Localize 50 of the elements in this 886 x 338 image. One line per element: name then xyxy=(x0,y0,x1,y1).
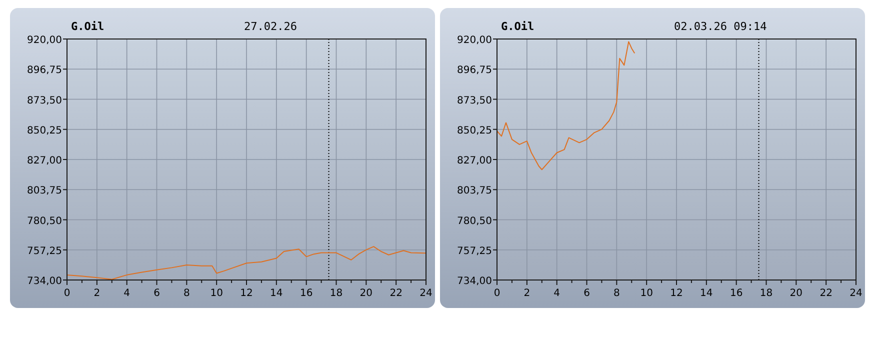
y-tick-label: 873,50 xyxy=(27,95,62,106)
y-tick-label: 780,50 xyxy=(457,216,492,227)
y-tick-label: 896,75 xyxy=(27,65,62,76)
x-tick-label: 24 xyxy=(850,288,862,299)
x-tick-label: 12 xyxy=(670,288,683,299)
y-tick-label: 850,25 xyxy=(27,125,62,136)
y-tick-label: 896,75 xyxy=(457,65,492,76)
line-series xyxy=(496,41,636,170)
y-tick-label: 757,25 xyxy=(457,246,492,257)
y-tick-label: 734,00 xyxy=(27,276,62,287)
chart-subtitle: 02.03.26 09:14 xyxy=(674,20,768,33)
chart-subtitle: 27.02.26 xyxy=(244,20,297,33)
line-series xyxy=(66,246,426,280)
x-tick-label: 22 xyxy=(820,288,832,299)
y-tick-label: 803,75 xyxy=(457,186,492,197)
x-tick-label: 0 xyxy=(494,288,500,299)
chart-title: G.Oil xyxy=(501,20,534,33)
x-tick-label: 10 xyxy=(210,288,223,299)
y-tick-label: 734,00 xyxy=(457,276,492,287)
x-tick-label: 14 xyxy=(700,288,713,299)
y-tick-label: 827,00 xyxy=(457,156,492,166)
x-tick-label: 6 xyxy=(154,288,160,299)
y-tick-label: 780,50 xyxy=(27,216,62,227)
x-tick-label: 20 xyxy=(360,288,373,299)
x-tick-label: 22 xyxy=(390,288,402,299)
y-tick-label: 920,00 xyxy=(457,35,492,46)
x-tick-label: 8 xyxy=(183,288,190,299)
x-tick-label: 4 xyxy=(554,288,560,299)
x-tick-label: 8 xyxy=(613,288,620,299)
y-tick-label: 850,25 xyxy=(457,125,492,136)
x-tick-label: 0 xyxy=(64,288,70,299)
chart-title: G.Oil xyxy=(71,20,104,33)
x-tick-label: 18 xyxy=(330,288,343,299)
x-tick-label: 10 xyxy=(640,288,653,299)
x-tick-label: 4 xyxy=(124,288,130,299)
x-tick-label: 24 xyxy=(420,288,432,299)
y-tick-label: 873,50 xyxy=(457,95,492,106)
x-tick-label: 20 xyxy=(790,288,803,299)
x-tick-label: 16 xyxy=(300,288,313,299)
x-tick-label: 12 xyxy=(240,288,253,299)
x-tick-label: 2 xyxy=(94,288,100,299)
x-tick-label: 6 xyxy=(584,288,590,299)
y-tick-label: 920,00 xyxy=(27,35,62,46)
x-tick-label: 18 xyxy=(760,288,773,299)
y-tick-label: 827,00 xyxy=(27,156,62,166)
x-tick-label: 2 xyxy=(524,288,530,299)
y-tick-label: 757,25 xyxy=(27,246,62,257)
x-tick-label: 14 xyxy=(270,288,283,299)
y-tick-label: 803,75 xyxy=(27,186,62,197)
x-tick-label: 16 xyxy=(730,288,743,299)
